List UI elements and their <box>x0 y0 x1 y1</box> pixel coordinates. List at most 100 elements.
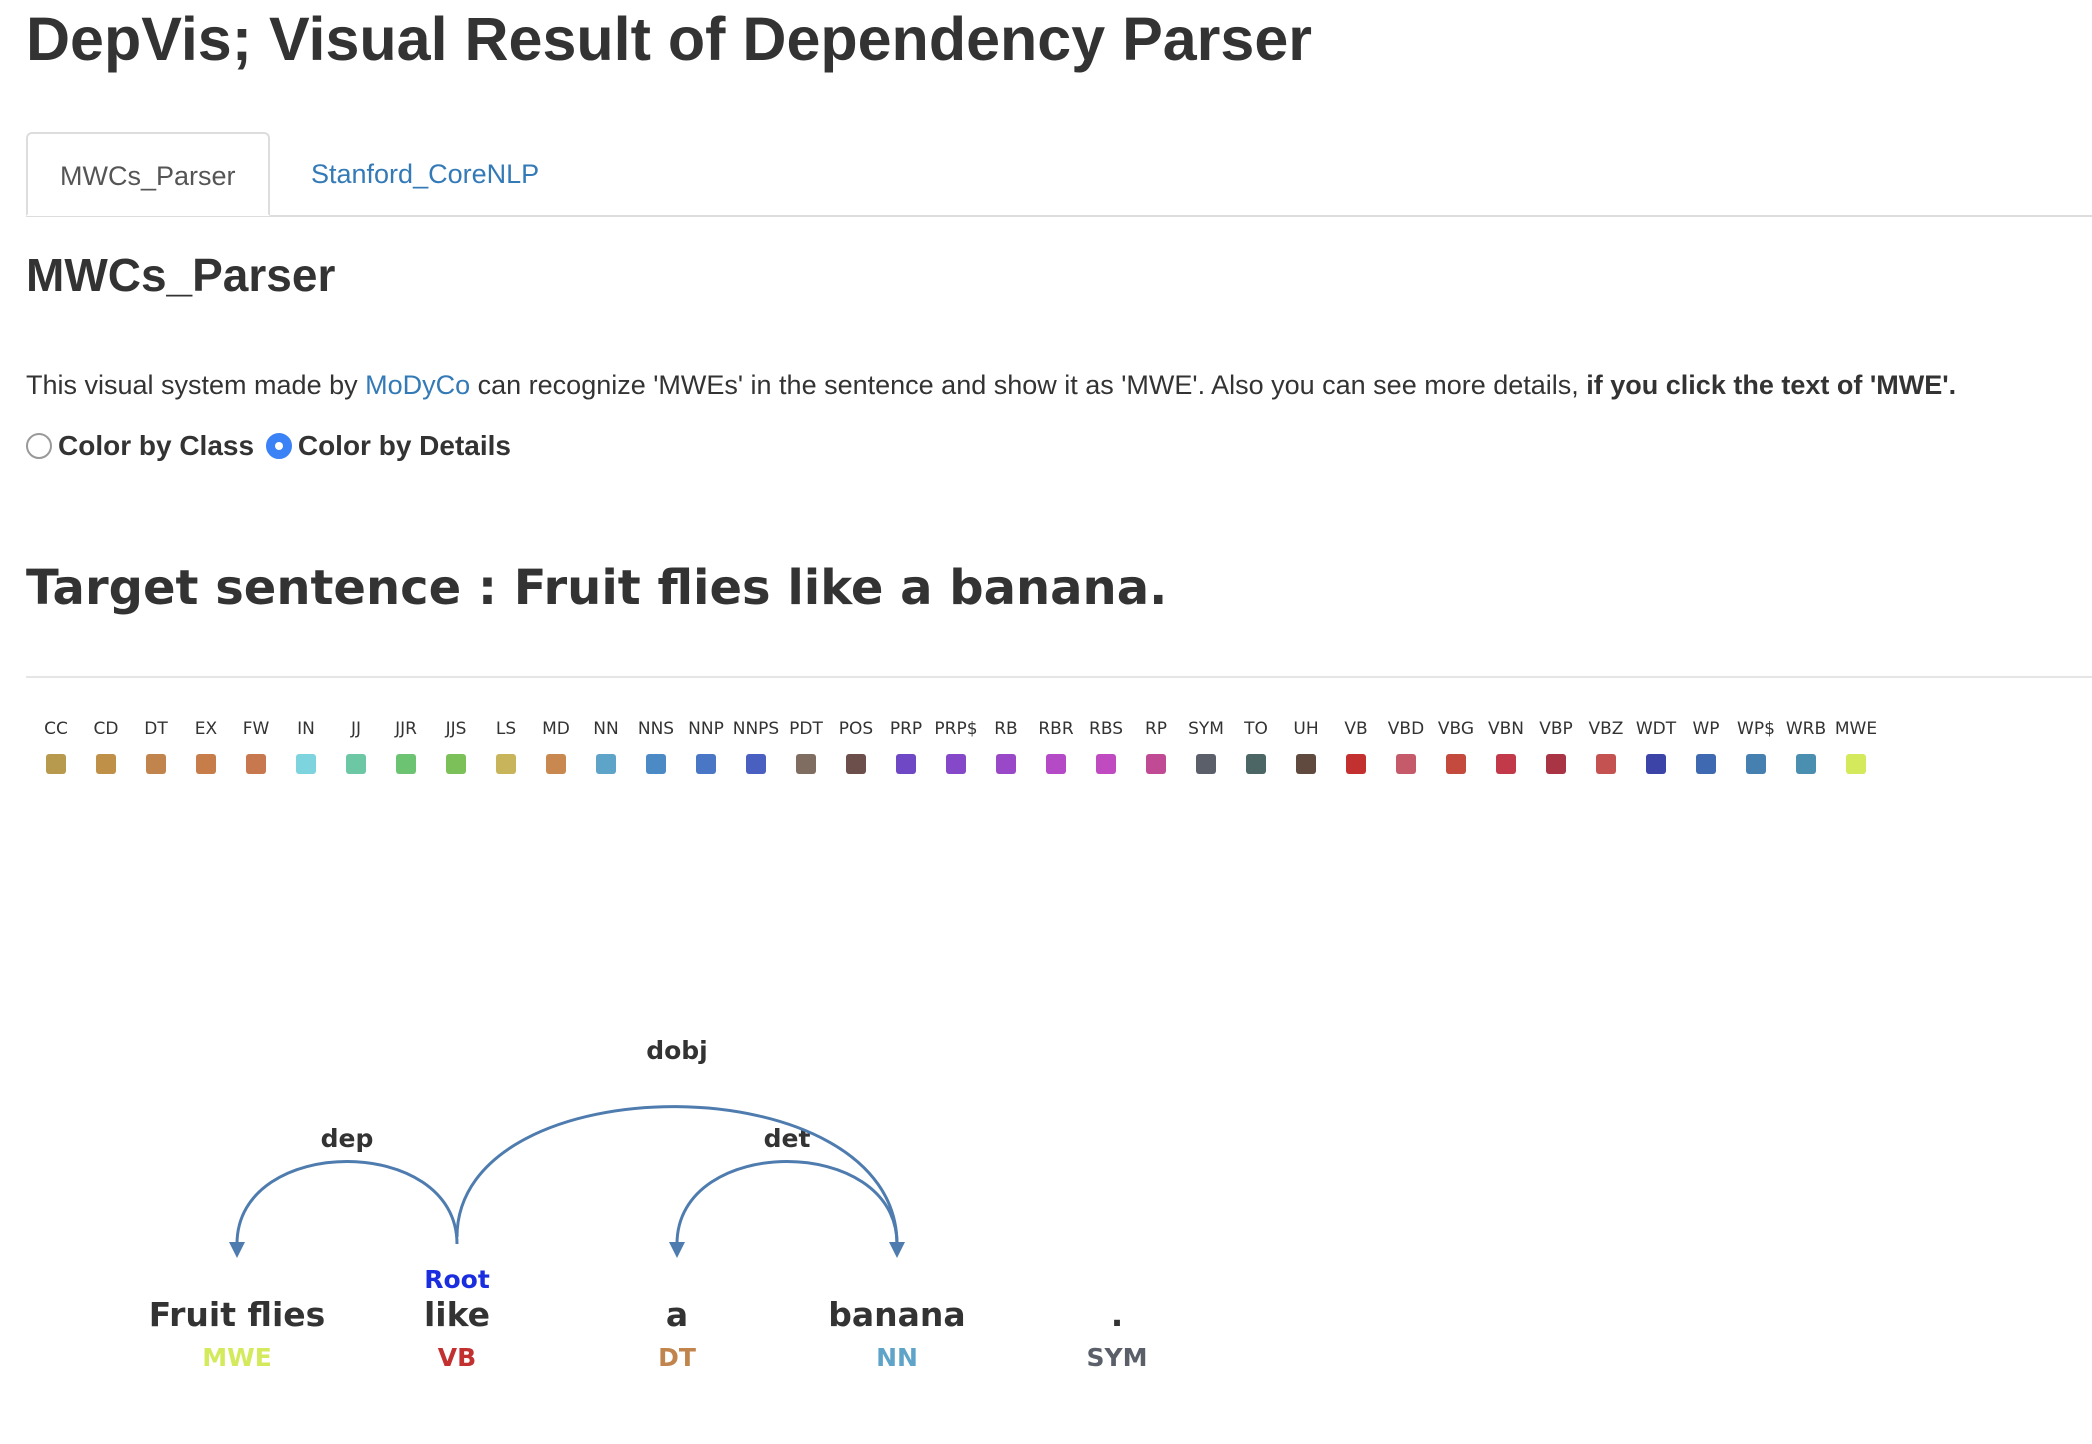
root-label: Root <box>424 1265 490 1294</box>
legend-item-uh[interactable]: UH <box>1281 716 1331 774</box>
legend-label: NNP <box>688 719 724 739</box>
legend-label: VBN <box>1487 719 1524 739</box>
legend-label: RB <box>994 719 1018 739</box>
legend-item-md[interactable]: MD <box>531 716 581 774</box>
token-pos: VB <box>438 1343 476 1372</box>
arrowhead-det <box>669 1242 685 1258</box>
legend-item-fw[interactable]: FW <box>231 716 281 774</box>
legend-item-nn[interactable]: NN <box>581 716 631 774</box>
legend-label: UH <box>1293 719 1319 739</box>
legend-item-wrb[interactable]: WRB <box>1781 716 1831 774</box>
legend-label: NNPS <box>732 719 780 739</box>
legend-swatch <box>496 754 516 774</box>
legend-item-nns[interactable]: NNS <box>631 716 681 774</box>
legend-item-cd[interactable]: CD <box>81 716 131 774</box>
color-mode-group: Color by Class Color by Details <box>26 430 515 466</box>
token-pos: SYM <box>1087 1343 1148 1372</box>
legend-label: WP$ <box>1737 719 1775 739</box>
legend-label: NNS <box>637 719 675 739</box>
color-by-details-option[interactable]: Color by Details <box>265 430 511 462</box>
legend-swatch <box>1446 754 1466 774</box>
legend-label: WDT <box>1635 719 1677 739</box>
section-title: MWCs_Parser <box>26 249 336 301</box>
legend-swatch <box>946 754 966 774</box>
legend-swatch <box>1496 754 1516 774</box>
legend-swatch <box>246 754 266 774</box>
legend-swatch <box>1546 754 1566 774</box>
legend-swatch <box>1346 754 1366 774</box>
legend-item-sym[interactable]: SYM <box>1181 716 1231 774</box>
legend-item-pos[interactable]: POS <box>831 716 881 774</box>
legend-item-mwe[interactable]: MWE <box>1831 716 1881 774</box>
modyco-link[interactable]: MoDyCo <box>365 370 471 400</box>
arc-label-dobj: dobj <box>646 1036 708 1065</box>
legend-item-nnps[interactable]: NNPS <box>731 716 781 774</box>
legend-swatch <box>696 754 716 774</box>
arc-dep <box>235 1160 459 1245</box>
legend-label: WP <box>1692 719 1720 739</box>
legend-label: RBR <box>1038 719 1074 739</box>
legend-item-jjs[interactable]: JJS <box>431 716 481 774</box>
legend-label: PRP$ <box>934 719 978 739</box>
legend-item-jjr[interactable]: JJR <box>381 716 431 774</box>
arrowhead-dep <box>229 1242 245 1258</box>
legend-swatch <box>146 754 166 774</box>
legend-item-nnp[interactable]: NNP <box>681 716 731 774</box>
legend-swatch <box>1246 754 1266 774</box>
legend-swatch <box>896 754 916 774</box>
token-pos: DT <box>658 1343 696 1372</box>
legend-swatch <box>46 754 66 774</box>
legend-swatch <box>1596 754 1616 774</box>
color-by-class-radio[interactable] <box>26 433 52 459</box>
legend-item-wdt[interactable]: WDT <box>1631 716 1681 774</box>
legend-item-ls[interactable]: LS <box>481 716 531 774</box>
legend-swatch <box>1296 754 1316 774</box>
legend-label: CD <box>93 719 119 739</box>
legend-label: VB <box>1344 719 1368 739</box>
target-sentence: Target sentence : Fruit flies like a ban… <box>26 560 1168 616</box>
legend-swatch <box>296 754 316 774</box>
legend-item-rb[interactable]: RB <box>981 716 1031 774</box>
legend-item-vb[interactable]: VB <box>1331 716 1381 774</box>
legend-item-cc[interactable]: CC <box>31 716 81 774</box>
legend-swatch <box>746 754 766 774</box>
legend-swatch <box>646 754 666 774</box>
legend-item-vbz[interactable]: VBZ <box>1581 716 1631 774</box>
legend-item-vbg[interactable]: VBG <box>1431 716 1481 774</box>
token-word[interactable]: Fruit flies <box>149 1295 326 1334</box>
legend-item-rbr[interactable]: RBR <box>1031 716 1081 774</box>
legend-item-dt[interactable]: DT <box>131 716 181 774</box>
legend-item-wp[interactable]: WP <box>1681 716 1731 774</box>
description-prefix: This visual system made by <box>26 370 366 400</box>
token-word: a <box>666 1295 688 1334</box>
legend-swatch <box>1746 754 1766 774</box>
tab-mwcs-parser[interactable]: MWCs_Parser <box>26 132 270 216</box>
legend-item-ex[interactable]: EX <box>181 716 231 774</box>
legend-label: RBS <box>1089 719 1123 739</box>
legend-item-prp[interactable]: PRP <box>881 716 931 774</box>
token-word: . <box>1111 1295 1124 1334</box>
legend-label: SYM <box>1188 719 1224 739</box>
legend-item-vbd[interactable]: VBD <box>1381 716 1431 774</box>
color-by-class-option[interactable]: Color by Class <box>26 430 254 462</box>
legend-item-wp-dollar[interactable]: WP$ <box>1731 716 1781 774</box>
legend-item-in[interactable]: IN <box>281 716 331 774</box>
color-by-details-radio[interactable] <box>265 433 292 459</box>
legend-item-vbp[interactable]: VBP <box>1531 716 1581 774</box>
legend-item-prp-dollar[interactable]: PRP$ <box>931 716 981 774</box>
legend-item-vbn[interactable]: VBN <box>1481 716 1531 774</box>
tab-stanford-corenlp[interactable]: Stanford_CoreNLP <box>311 159 540 189</box>
pos-legend: CC CD DT EX FW IN JJ JJR JJS LS MD NN NNS NNP NNPS PDT P… <box>26 716 1926 786</box>
legend-label: JJS <box>445 719 467 739</box>
legend-swatch <box>1846 754 1866 774</box>
legend-label: POS <box>838 719 874 739</box>
legend-item-pdt[interactable]: PDT <box>781 716 831 774</box>
legend-label: DT <box>144 719 168 739</box>
tab-bar: MWCs_Parser Stanford_CoreNLP <box>26 132 2092 217</box>
legend-item-to[interactable]: TO <box>1231 716 1281 774</box>
legend-item-rp[interactable]: RP <box>1131 716 1181 774</box>
legend-item-jj[interactable]: JJ <box>331 716 381 774</box>
legend-item-rbs[interactable]: RBS <box>1081 716 1131 774</box>
token-pos: MWE <box>202 1343 272 1372</box>
token-word: banana <box>828 1295 965 1334</box>
